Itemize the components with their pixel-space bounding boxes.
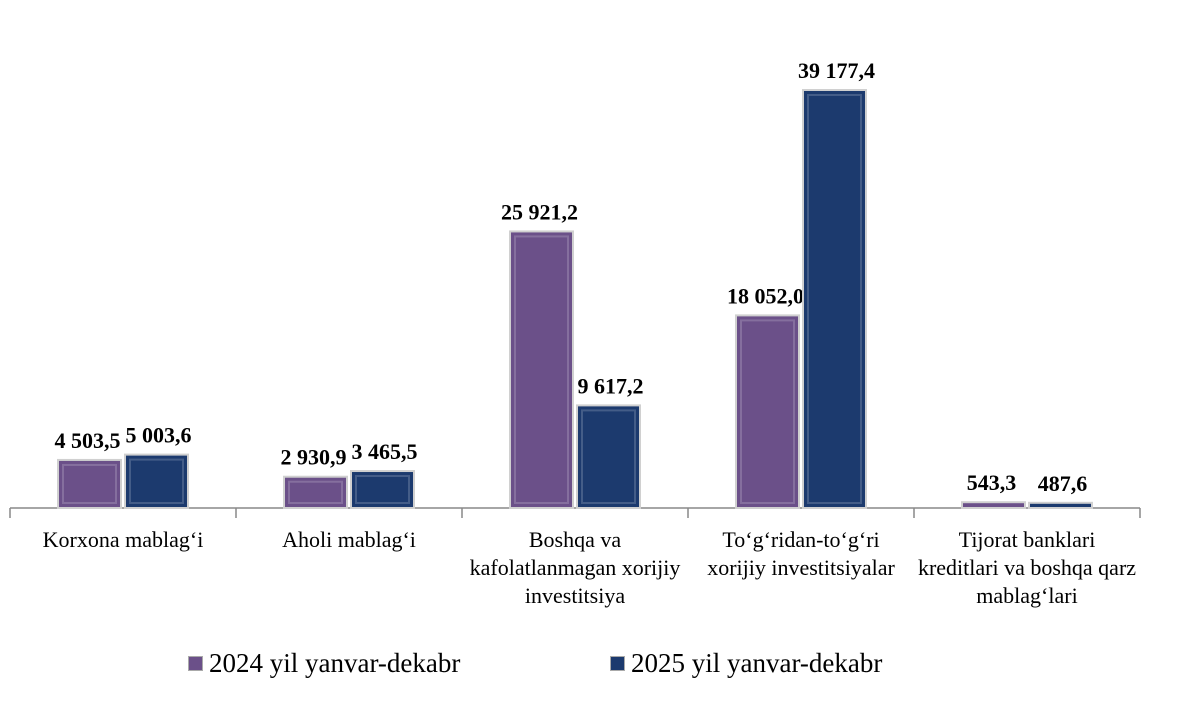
bar bbox=[124, 453, 189, 509]
bar bbox=[735, 314, 800, 509]
value-label: 25 921,2 bbox=[501, 199, 578, 224]
bar bbox=[350, 470, 415, 510]
x-tick-label: Boshqa va kafolatlanmagan xorijiy invest… bbox=[469, 527, 681, 608]
legend-swatch bbox=[188, 656, 203, 671]
x-tick-label: To‘g‘ridan-to‘g‘ri xorijiy investitsiyal… bbox=[707, 527, 895, 580]
legend-label: 2025 yil yanvar-dekabr bbox=[631, 648, 883, 678]
value-label: 39 177,4 bbox=[798, 58, 875, 83]
legend-item: 2024 yil yanvar-dekabr bbox=[188, 648, 460, 679]
x-tick-label: Aholi mablag‘i bbox=[282, 527, 416, 552]
legend-label: 2024 yil yanvar-dekabr bbox=[209, 648, 461, 678]
x-tick-label: Korxona mablag‘i bbox=[42, 527, 204, 552]
legend-item: 2025 yil yanvar-dekabr bbox=[610, 648, 882, 679]
legend-swatch bbox=[610, 656, 625, 671]
bar-bevel bbox=[62, 463, 117, 505]
bar-bevel bbox=[740, 319, 795, 504]
bar bbox=[961, 501, 1026, 510]
bar-bevel bbox=[807, 94, 862, 504]
bar-bevel bbox=[355, 475, 410, 505]
value-label: 543,3 bbox=[967, 470, 1017, 495]
bar-bevel bbox=[514, 235, 569, 504]
value-label: 487,6 bbox=[1038, 471, 1088, 496]
bar bbox=[509, 230, 574, 509]
value-label: 2 930,9 bbox=[281, 445, 347, 470]
bar bbox=[1028, 501, 1093, 510]
value-label: 3 465,5 bbox=[352, 439, 418, 464]
value-label: 18 052,0 bbox=[727, 283, 804, 308]
bar-bevel bbox=[129, 458, 184, 504]
value-label: 4 503,5 bbox=[55, 428, 121, 453]
x-tick-label: Tijorat banklari kreditlari va boshqa qa… bbox=[917, 527, 1137, 608]
value-label: 9 617,2 bbox=[578, 373, 644, 398]
bar-bevel bbox=[581, 409, 636, 504]
bar-bevel bbox=[288, 480, 343, 504]
value-label: 5 003,6 bbox=[126, 423, 192, 448]
bar bbox=[57, 458, 122, 510]
bar bbox=[802, 89, 867, 509]
bar bbox=[576, 404, 641, 509]
bar bbox=[283, 475, 348, 509]
